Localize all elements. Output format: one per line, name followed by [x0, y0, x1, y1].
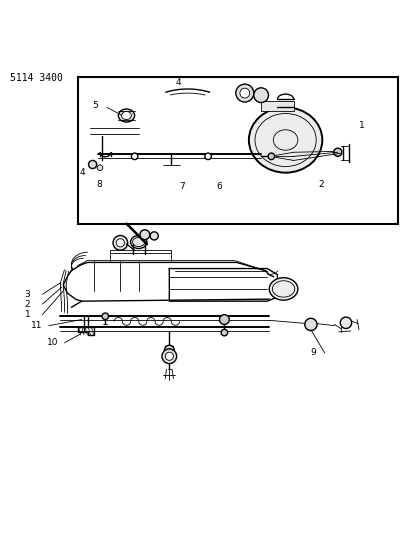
Text: 5114 3400: 5114 3400: [10, 72, 63, 83]
Text: 10: 10: [47, 338, 58, 348]
Text: 7: 7: [180, 182, 185, 191]
Circle shape: [236, 84, 254, 102]
Circle shape: [334, 148, 342, 156]
Circle shape: [140, 230, 150, 239]
Circle shape: [89, 160, 97, 168]
Circle shape: [116, 239, 124, 247]
Text: 3: 3: [24, 290, 30, 298]
Circle shape: [340, 317, 352, 328]
Text: 2: 2: [318, 180, 324, 189]
Text: 8: 8: [96, 180, 102, 189]
Text: 4: 4: [80, 168, 85, 177]
Text: 11: 11: [31, 321, 42, 330]
Circle shape: [102, 313, 109, 320]
Ellipse shape: [249, 107, 322, 173]
Polygon shape: [261, 101, 294, 111]
Text: 1: 1: [359, 121, 365, 130]
Circle shape: [220, 314, 229, 325]
Ellipse shape: [131, 236, 147, 248]
Ellipse shape: [269, 278, 298, 300]
Ellipse shape: [118, 109, 135, 122]
Circle shape: [268, 153, 275, 159]
Circle shape: [221, 329, 228, 336]
Circle shape: [240, 88, 250, 98]
Text: 2: 2: [24, 300, 30, 309]
Circle shape: [150, 232, 158, 240]
Circle shape: [97, 165, 103, 171]
Circle shape: [165, 352, 173, 360]
Circle shape: [162, 349, 177, 364]
Text: 4: 4: [175, 78, 181, 87]
Ellipse shape: [122, 111, 131, 119]
Circle shape: [164, 345, 174, 355]
Circle shape: [205, 153, 211, 159]
Circle shape: [113, 236, 128, 250]
Circle shape: [305, 318, 317, 330]
Circle shape: [131, 153, 138, 159]
Text: 9: 9: [310, 349, 316, 358]
Text: 6: 6: [216, 182, 222, 191]
Text: 5: 5: [92, 101, 98, 110]
Text: 1: 1: [24, 310, 30, 319]
Bar: [78, 77, 398, 224]
Circle shape: [254, 88, 268, 102]
